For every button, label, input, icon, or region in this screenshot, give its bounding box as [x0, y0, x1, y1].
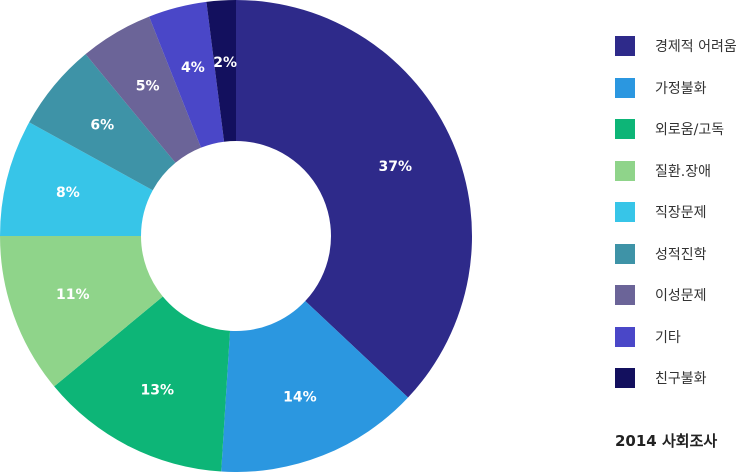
slice-value-label: 4%	[181, 60, 205, 76]
donut-slice	[54, 296, 231, 472]
legend-item: 기타	[615, 326, 681, 347]
donut-slice	[206, 0, 236, 142]
legend-swatch	[615, 160, 635, 181]
legend-item: 직장문제	[615, 202, 707, 222]
legend-item: 성적진학	[615, 243, 707, 264]
donut-slice	[149, 1, 225, 148]
legend-swatch	[615, 36, 635, 56]
legend-item: 가정불화	[615, 77, 707, 98]
slice-value-label: 8%	[56, 185, 80, 201]
legend-swatch	[615, 243, 635, 264]
donut-slice	[0, 236, 163, 387]
legend-label: 경제적 어려움	[655, 39, 737, 55]
legend-swatch	[615, 77, 635, 98]
slice-value-label: 6%	[90, 117, 114, 133]
legend-label: 가정불화	[655, 80, 707, 97]
slice-value-label: 14%	[283, 389, 317, 405]
legend-item: 질환.장애	[615, 160, 711, 181]
slice-value-label: 13%	[140, 383, 174, 399]
legend-label: 외로움/고독	[655, 122, 725, 138]
legend-swatch	[615, 326, 635, 347]
slice-value-label: 2%	[213, 55, 237, 71]
legend-swatch	[615, 202, 635, 222]
legend-label: 성적진학	[655, 246, 707, 263]
donut-slice	[236, 0, 472, 398]
legend-item: 경제적 어려움	[615, 36, 737, 56]
slice-value-label: 37%	[378, 159, 412, 175]
legend-swatch	[615, 119, 635, 139]
legend-label: 질환.장애	[655, 163, 711, 180]
legend-item: 친구불화	[615, 368, 707, 388]
legend-label: 직장문제	[655, 205, 707, 221]
legend-item: 이성문제	[615, 285, 707, 305]
slice-value-label: 5%	[136, 79, 160, 95]
donut-slice	[85, 16, 202, 163]
legend-label: 이성문제	[655, 288, 707, 304]
donut-slice	[221, 301, 409, 472]
slice-value-label: 11%	[56, 287, 90, 303]
legend-item: 외로움/고독	[615, 119, 724, 139]
legend-swatch	[615, 285, 635, 305]
legend-swatch	[615, 368, 635, 388]
source-note: 2014 사회조사	[615, 432, 718, 450]
legend-label: 기타	[655, 329, 681, 346]
donut-chart: 37% 14% 13% 11% 8% 6% 5% 4% 2%	[0, 0, 472, 472]
donut-slice	[29, 54, 176, 191]
donut-slice	[0, 122, 153, 236]
legend-label: 친구불화	[655, 371, 707, 387]
